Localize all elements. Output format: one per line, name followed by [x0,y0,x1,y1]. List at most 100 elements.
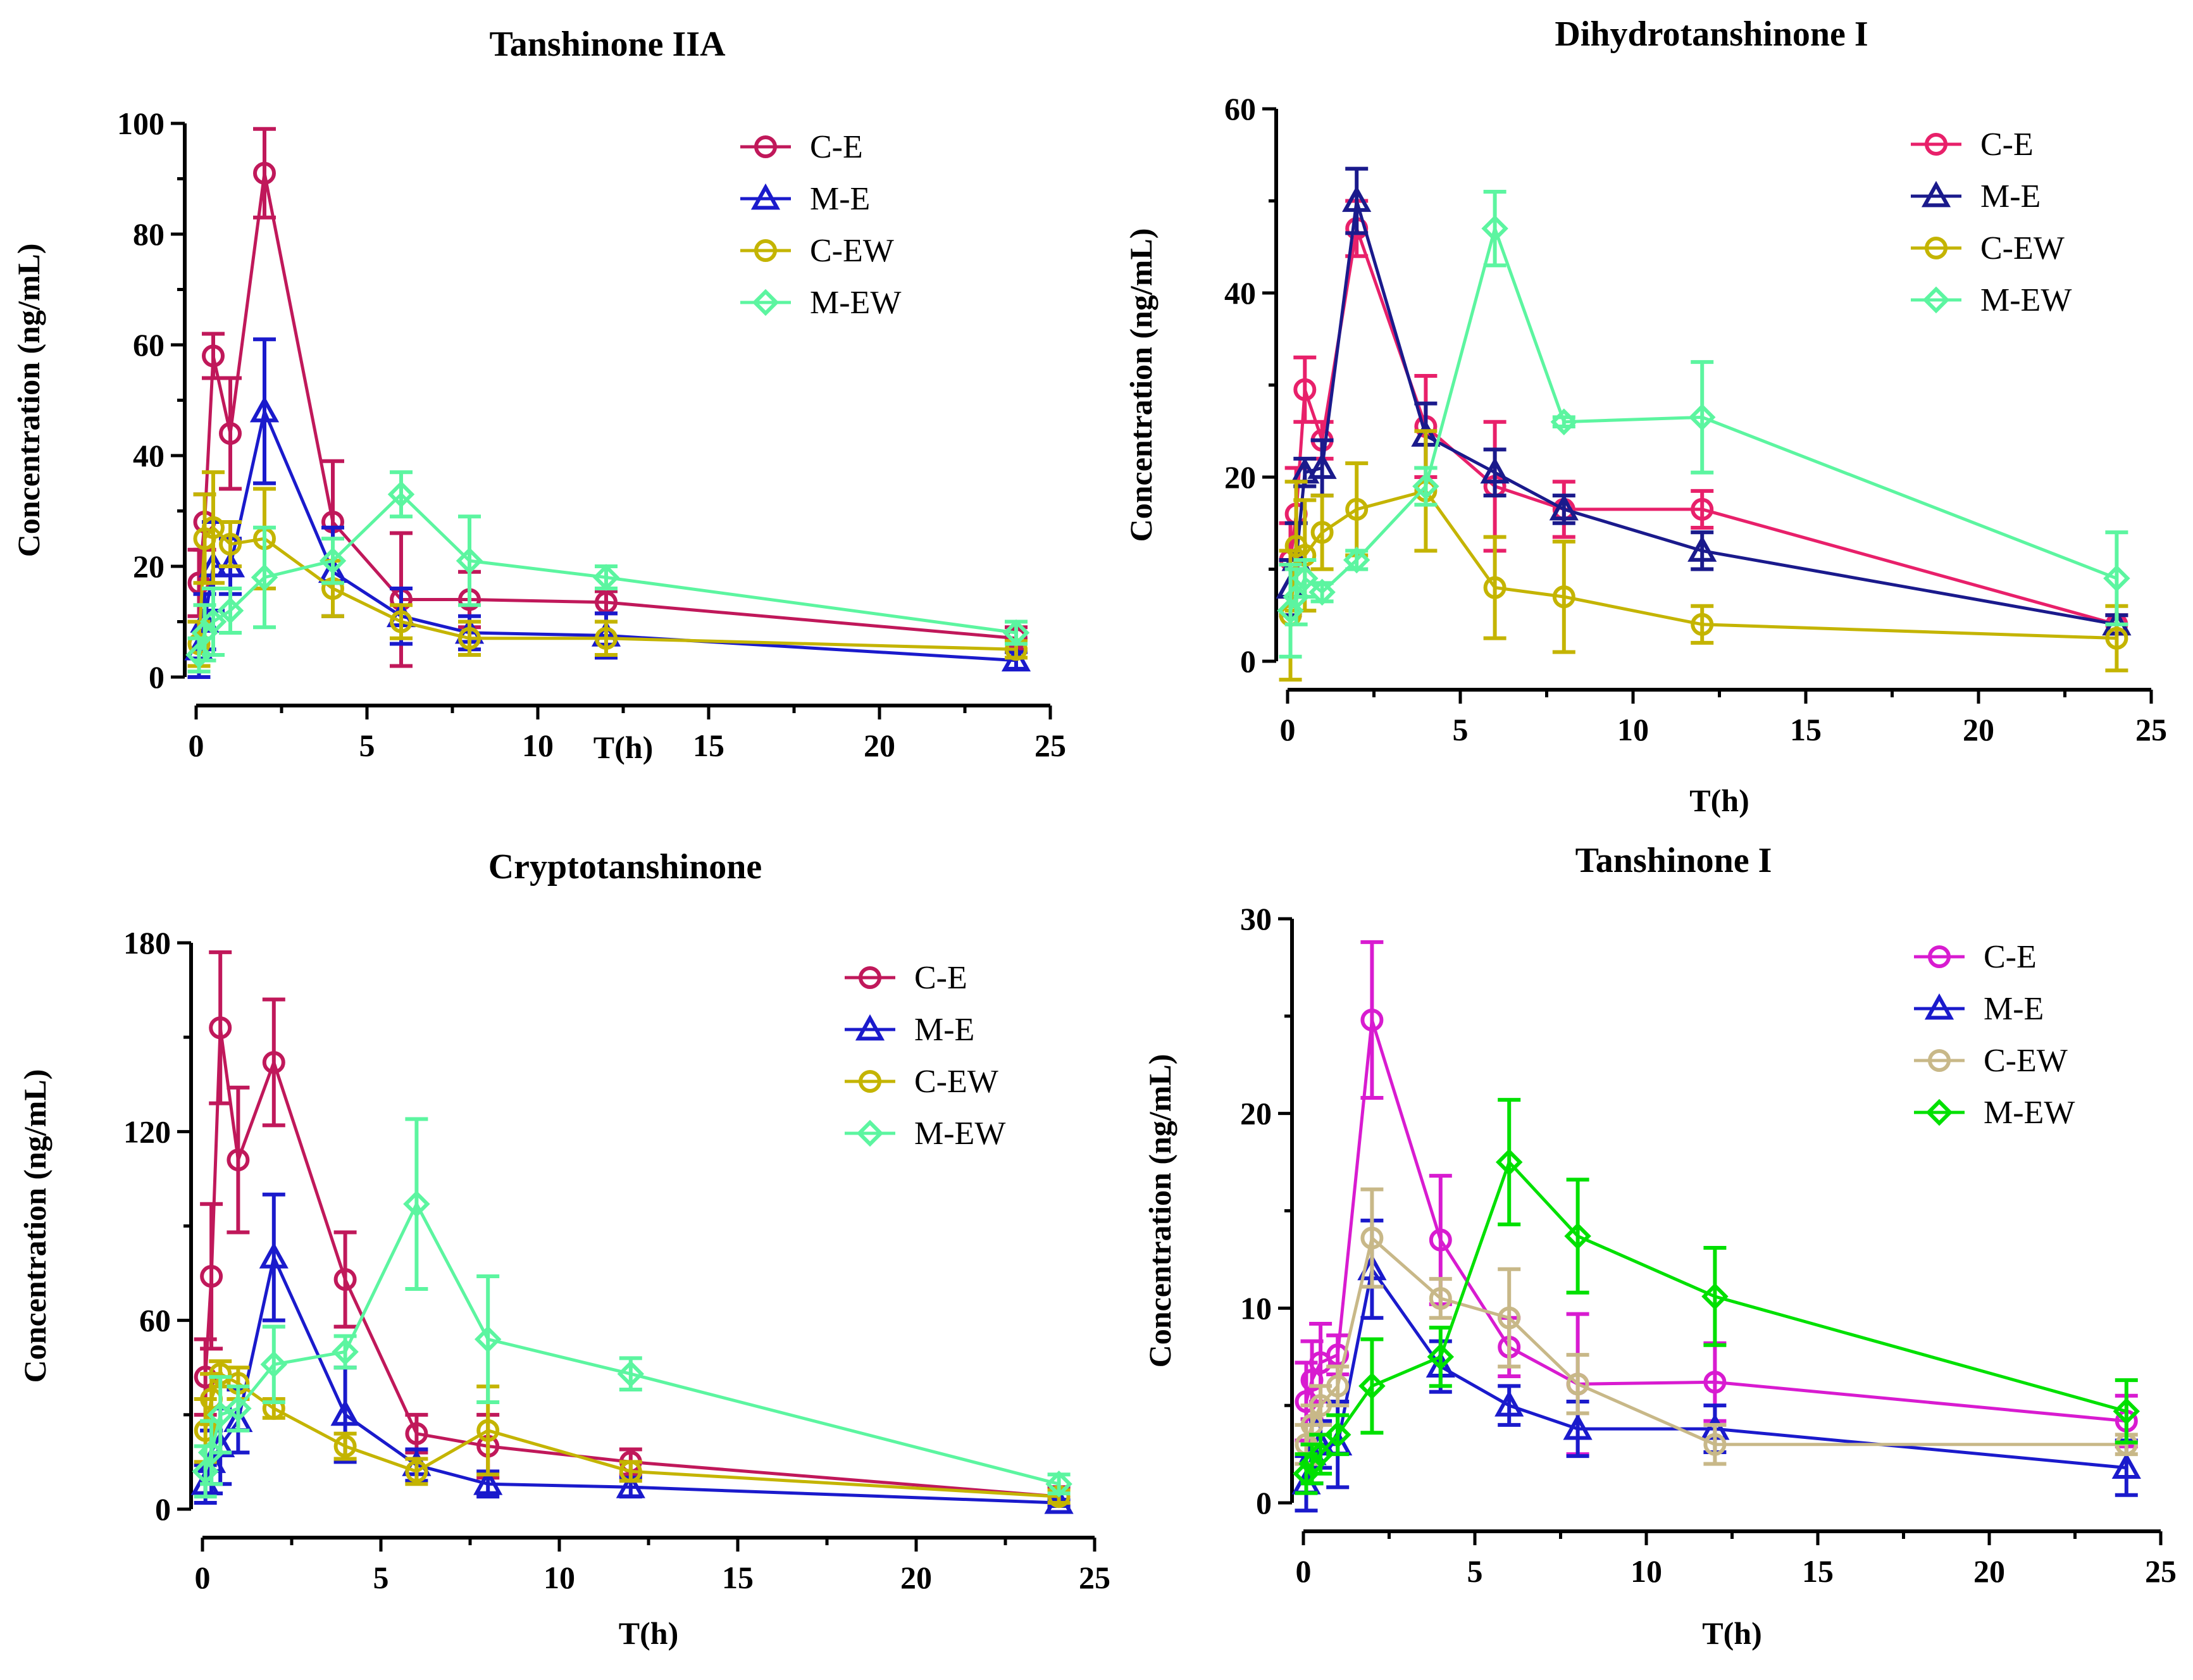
y-tick-label: 40 [133,438,165,473]
data-point [333,1268,357,1291]
chart-title: Tanshinone IIA [489,25,726,64]
data-point [616,1472,645,1498]
data-point [332,1338,359,1366]
legend-marker [1924,993,1954,1020]
legend-label: M-EW [914,1116,1005,1152]
legend-marker [1925,1098,1953,1126]
x-tick-label: 10 [544,1560,575,1595]
y-tick-label: 60 [133,327,165,363]
series-line [204,1200,1060,1486]
legend-marker [750,183,781,210]
data-point [1295,1390,1318,1414]
data-point [262,1050,285,1074]
chart-title: Dihydrotanshinone I [1555,15,1868,54]
data-point [403,1190,430,1217]
legend-marker [859,1070,881,1093]
data-point [216,597,244,625]
data-point [1552,585,1575,609]
x-tick-label: 0 [195,1560,211,1595]
legend-label: C-E [1980,127,2034,163]
data-point [219,533,242,556]
data-point [2105,626,2128,650]
legend-item-c-ew: C-EW [740,233,894,269]
y-tick-label: 20 [1240,1096,1272,1131]
series-line [204,1371,1059,1498]
data-point [199,608,227,635]
legend-marker [859,966,881,989]
data-point [200,1265,223,1288]
series-line [1289,488,2117,640]
data-point [1310,521,1334,544]
legend-marker [754,239,777,262]
data-point [2113,1398,2140,1425]
y-tick-label: 0 [1256,1485,1272,1521]
legend-label: C-EW [1980,230,2065,266]
series-line [197,173,1017,640]
series-line [197,525,1017,651]
chart-panel-1: Tanshinone IIA 0 20 40 60 80 100 0 5 10 15 20 25 T(h)… [11,25,1066,765]
x-tick-label: 20 [900,1560,932,1595]
data-point [2111,1452,2141,1479]
data-point [1703,1371,1727,1394]
legend-label: C-EW [1984,1043,2068,1079]
legend-label: M-E [810,181,870,217]
y-axis-label: Concentration (ng/mL) [1142,1054,1177,1368]
data-point [1563,1413,1593,1440]
data-point [390,610,413,633]
x-tick-label: 10 [522,728,554,763]
legend-marker [754,135,777,158]
data-point [1308,578,1336,606]
legend-item-c-e: C-E [845,960,967,996]
legend-label: M-EW [1984,1095,2075,1131]
data-point [1701,1283,1729,1310]
y-tick-label: 20 [1224,459,1256,495]
data-point [1481,215,1508,242]
x-tick-label: 0 [1280,712,1296,747]
data-point [1550,408,1578,435]
x-tick-label: 5 [359,728,375,763]
x-tick-label: 5 [1467,1553,1483,1589]
x-tick-label: 10 [1617,712,1649,747]
data-point [595,626,618,650]
data-point [1345,497,1369,521]
data-point [202,344,225,368]
legend-label: M-EW [1980,282,2072,318]
legend-marker [1928,1049,1951,1072]
data-point [617,1360,645,1388]
y-axis-label: Concentration (ng/mL) [11,244,46,557]
chart-title: Tanshinone I [1575,841,1772,880]
chart-title: Cryptotanshinone [488,847,762,887]
y-tick-label: 80 [133,216,165,252]
legend-label: M-E [914,1012,974,1048]
chart-panel-2: Dihydrotanshinone I 0 20 40 60 0 5 10 15 20 25 T(h)… [1123,15,2167,818]
x-tick-label: 15 [1802,1553,1834,1589]
x-tick-label: 15 [722,1560,754,1595]
y-axis-label: Concentration (ng/mL) [17,1069,53,1383]
x-tick-label: 25 [2135,712,2167,747]
data-point [185,641,213,669]
data-point [458,626,481,650]
data-point [1495,1148,1523,1176]
data-point [405,1422,428,1445]
data-point [1498,1306,1521,1329]
series-m-ew [185,470,1030,674]
x-tick-label: 20 [1973,1553,2005,1589]
y-tick-label: 60 [139,1303,171,1338]
data-point [387,481,415,508]
legend-item-c-e: C-E [740,129,863,165]
data-point [476,1419,500,1442]
x-tick-label: 5 [1453,712,1469,747]
data-point [1494,1390,1524,1417]
series-m-ew [1277,189,2130,659]
data-point [1480,457,1510,484]
legend-marker [856,1119,884,1147]
legend-label: C-EW [810,233,894,269]
legend-item-c-e: C-E [1914,939,2037,975]
data-point [1688,404,1716,431]
data-point [1293,1460,1320,1488]
data-point [1564,1223,1591,1250]
data-point [192,1458,219,1485]
data-point [260,1351,288,1378]
data-point [1293,378,1317,401]
series-m-ew [1293,1098,2140,1495]
